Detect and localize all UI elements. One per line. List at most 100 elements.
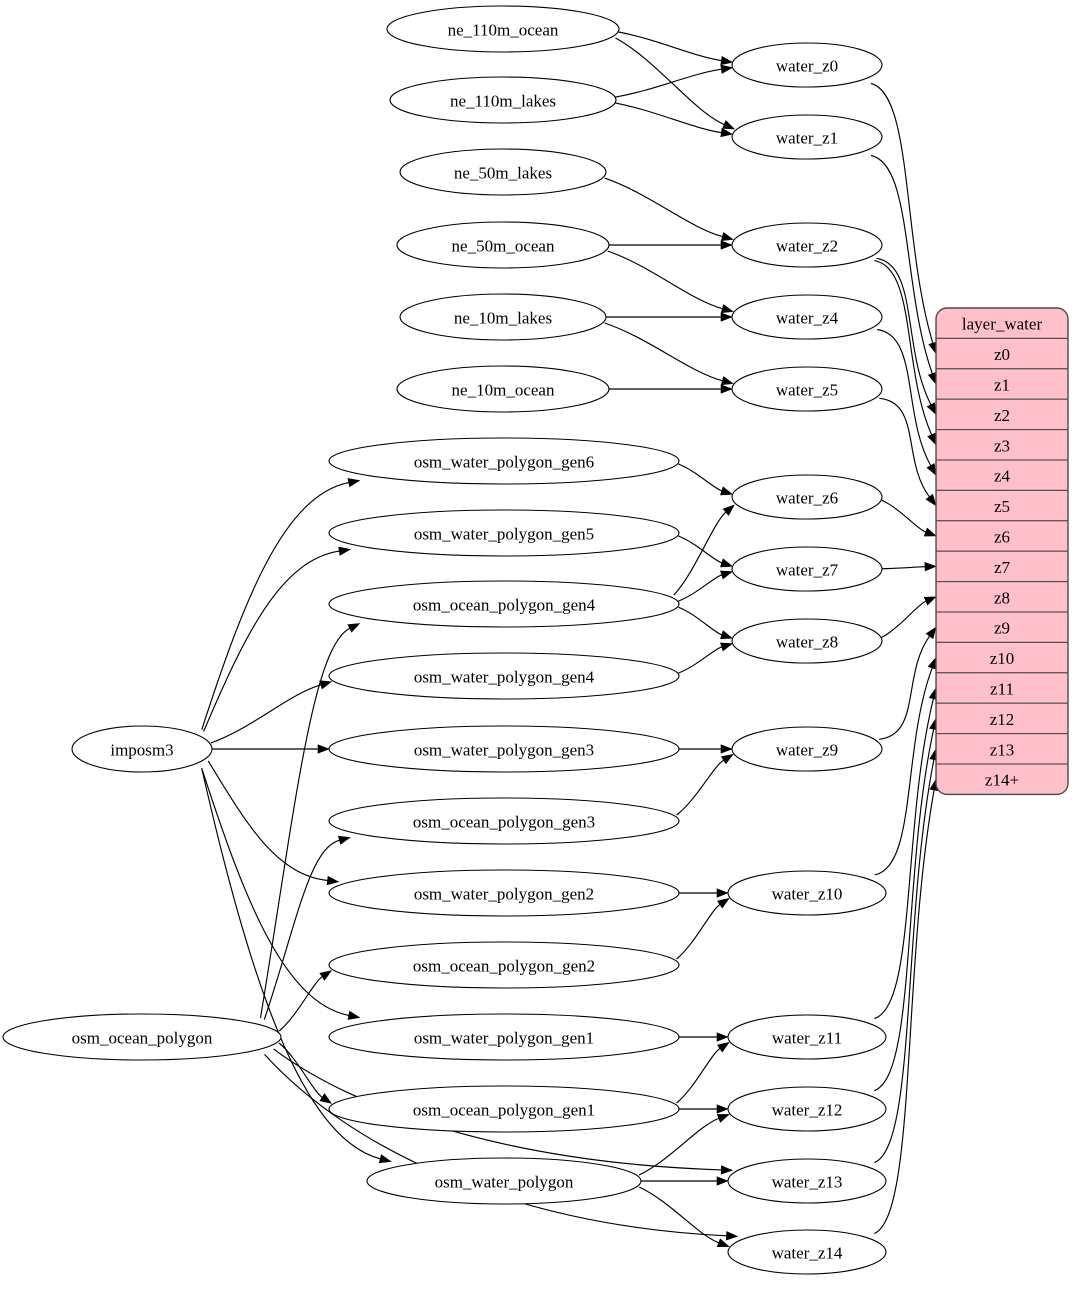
osm-table-node-osm_ocean_polygon_gen3[interactable]: osm_ocean_polygon_gen3 (328, 797, 680, 845)
osm-table-node-osm_water_polygon_gen2[interactable]: osm_water_polygon_gen2 (328, 869, 680, 917)
osm-table-node-osm_water_polygon_gen6[interactable]: osm_water_polygon_gen6 (328, 437, 680, 485)
source-node-ne_50m_lakes[interactable]: ne_50m_lakes (399, 148, 607, 196)
table-row-z14+[interactable]: z14+ (936, 763, 1068, 795)
osm-table-node-osm_ocean_polygon_gen4[interactable]: osm_ocean_polygon_gen4 (328, 580, 680, 628)
arrowhead (923, 596, 937, 606)
edge-path (207, 760, 328, 882)
edge-path (615, 37, 725, 126)
water-view-node-water_z14[interactable]: water_z14 (727, 1229, 887, 1275)
edge-path (259, 627, 350, 1018)
source-node-ne_10m_lakes[interactable]: ne_10m_lakes (399, 293, 607, 341)
osm-table-node-osm_ocean_polygon_gen1[interactable]: osm_ocean_polygon_gen1 (328, 1085, 680, 1133)
water-view-node-water_z12[interactable]: water_z12 (727, 1086, 887, 1132)
table-row-z7[interactable]: z7 (936, 550, 1068, 583)
arrowhead (716, 1104, 729, 1114)
edge-path (874, 698, 934, 1020)
osm-table-node-osm_water_polygon_gen5[interactable]: osm_water_polygon_gen5 (328, 509, 680, 557)
water-view-node-water_z10[interactable]: water_z10 (727, 870, 887, 916)
edge-osm_water_polygon_gen2-to-water_z10 (678, 888, 729, 898)
cell-background (936, 763, 1068, 795)
table-row-z0[interactable]: z0 (936, 337, 1068, 370)
water-view-node-water_z11[interactable]: water_z11 (727, 1014, 887, 1060)
edge-ne_50m_lakes-to-water_z2 (604, 177, 734, 242)
table-row-z1[interactable]: z1 (936, 368, 1068, 400)
edge-water_z7-to-layer_water_z7 (881, 562, 937, 572)
source-node-ne_10m_ocean[interactable]: ne_10m_ocean (396, 365, 610, 413)
edge-water_z14-to-layer_water_z14_ (874, 778, 939, 1235)
table-row-z2[interactable]: z2 (936, 398, 1068, 431)
node-outline (731, 114, 883, 160)
node-outline (731, 222, 883, 268)
water-view-node-water_z6[interactable]: water_z6 (731, 474, 883, 520)
osm-table-node-osm_ocean_polygon_gen2[interactable]: osm_ocean_polygon_gen2 (328, 941, 680, 989)
node-outline (727, 1229, 887, 1275)
node-outline (727, 1086, 887, 1132)
water-view-node-water_z1[interactable]: water_z1 (731, 114, 883, 160)
edge-path (678, 646, 722, 674)
arrowhead (317, 744, 330, 754)
node-outline (2, 1013, 282, 1061)
water-view-node-water_z7[interactable]: water_z7 (731, 546, 883, 592)
source-node-ne_110m_lakes[interactable]: ne_110m_lakes (389, 76, 617, 124)
edge-path (203, 550, 340, 732)
arrowhead (338, 546, 351, 556)
source-node-ne_50m_ocean[interactable]: ne_50m_ocean (396, 221, 610, 269)
edge-path (678, 463, 723, 492)
table-row-z10[interactable]: z10 (936, 641, 1068, 674)
node-outline (328, 725, 680, 773)
water-view-node-water_z2[interactable]: water_z2 (731, 222, 883, 268)
table-row-z9[interactable]: z9 (936, 611, 1068, 643)
osm-table-node-osm_water_polygon_gen4[interactable]: osm_water_polygon_gen4 (328, 652, 680, 700)
cell-background (936, 489, 1068, 522)
water-view-node-water_z5[interactable]: water_z5 (731, 366, 883, 412)
edge-osm_ocean_polygon_gen4-to-water_z6 (673, 504, 735, 596)
table-row-z3[interactable]: z3 (936, 429, 1068, 461)
edge-imposm3-to-osm_water_polygon_gen1 (201, 768, 361, 1020)
table-row-z4[interactable]: z4 (936, 459, 1068, 491)
importer-node-osm_ocean_polygon[interactable]: osm_ocean_polygon (2, 1013, 282, 1061)
edge-osm_water_polygon-to-water_z14 (638, 1186, 730, 1247)
osm-table-node-osm_water_polygon_gen3[interactable]: osm_water_polygon_gen3 (328, 725, 680, 773)
table-row-z11[interactable]: z11 (936, 672, 1068, 704)
water-view-node-water_z8[interactable]: water_z8 (731, 618, 883, 664)
arrowhead (722, 504, 735, 516)
cell-background (936, 672, 1068, 704)
table-row-z8[interactable]: z8 (936, 581, 1068, 613)
source-node-ne_110m_ocean[interactable]: ne_110m_ocean (386, 5, 620, 53)
importer-node-imposm3[interactable]: imposm3 (71, 725, 213, 773)
table-title-cell[interactable]: layer_water (936, 308, 1068, 339)
table-cells: layer_waterz0z1z2z3z4z5z6z7z8z9z10z11z12… (936, 308, 1068, 795)
osm-table-node-osm_water_polygon_gen1[interactable]: osm_water_polygon_gen1 (328, 1013, 680, 1061)
edge-path (874, 728, 935, 1092)
table-row-z12[interactable]: z12 (936, 702, 1068, 735)
osm-table-node-osm_water_polygon[interactable]: osm_water_polygon (366, 1157, 642, 1205)
edge-path (676, 759, 724, 816)
cell-background (936, 337, 1068, 370)
arrowhead (923, 527, 937, 537)
node-outline (328, 580, 680, 628)
arrowhead (927, 371, 937, 385)
table-row-z6[interactable]: z6 (936, 520, 1068, 552)
edge-osm_water_polygon-to-water_z12 (638, 1114, 730, 1176)
node-outline (328, 869, 680, 917)
edge-ne_110m_lakes-to-water_z0 (615, 64, 734, 98)
edge-ne_10m_lakes-to-water_z4 (606, 312, 733, 322)
water-view-node-water_z4[interactable]: water_z4 (731, 294, 883, 340)
edge-path (874, 667, 933, 876)
edge-path (278, 1042, 323, 1098)
edge-path (879, 397, 930, 498)
table-row-z13[interactable]: z13 (936, 733, 1068, 765)
arrowhead (720, 304, 734, 314)
water-view-node-water_z9[interactable]: water_z9 (731, 726, 883, 772)
edge-ne_50m_ocean-to-water_z2 (609, 240, 733, 250)
node-outline (727, 1014, 887, 1060)
arrowhead (720, 376, 734, 386)
water-view-node-water_z13[interactable]: water_z13 (727, 1158, 887, 1204)
cell-background (936, 520, 1068, 552)
table-row-z5[interactable]: z5 (936, 489, 1068, 522)
water-view-node-water_z0[interactable]: water_z0 (731, 42, 883, 88)
edge-path (615, 68, 722, 98)
arrowhead (347, 623, 361, 633)
edge-path (881, 499, 926, 533)
